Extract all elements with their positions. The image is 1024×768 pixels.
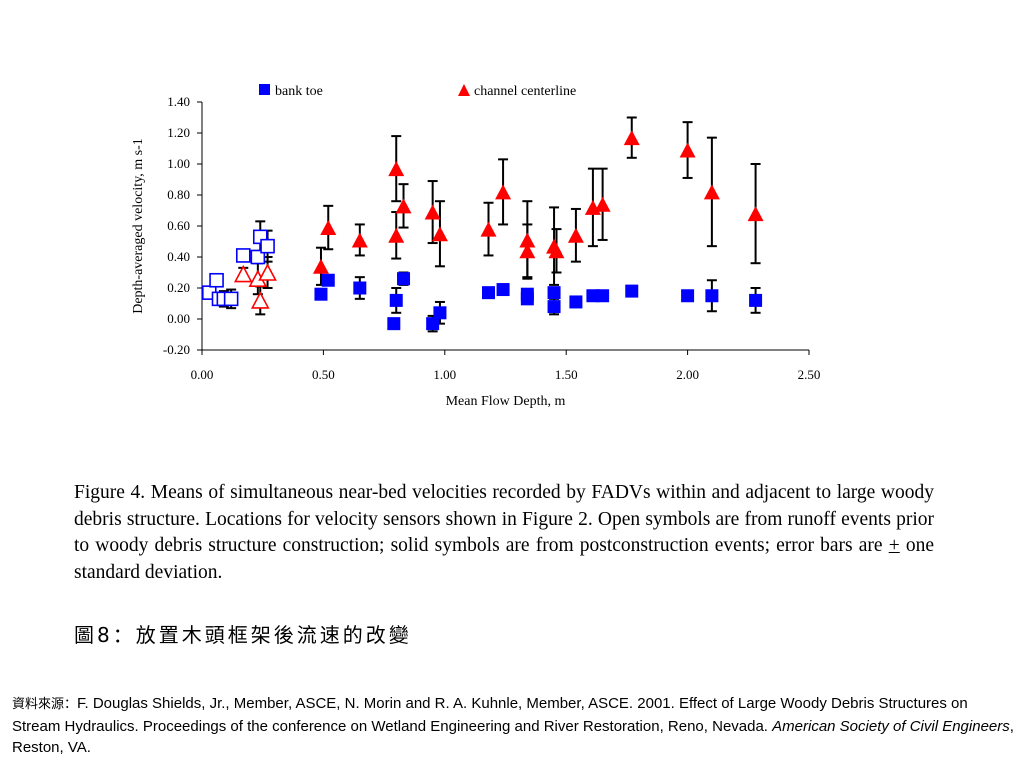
x-axis-label: Mean Flow Depth, m: [446, 394, 566, 409]
data-point-triangle-filled: [388, 161, 405, 177]
y-tick-label: 0.40: [167, 249, 190, 264]
y-tick-label: 0.60: [167, 218, 190, 233]
chart-axes: -0.200.000.200.400.600.801.001.201.400.0…: [163, 94, 820, 382]
data-point-square-filled: [433, 306, 447, 320]
data-point-triangle-open: [250, 291, 270, 309]
figure-caption: Figure 4. Means of simultaneous near-bed…: [74, 480, 934, 586]
data-point-triangle-filled: [424, 204, 441, 220]
caption-text: Figure 4. Means of simultaneous near-bed…: [74, 482, 934, 556]
y-tick-label: 0.00: [167, 311, 190, 326]
data-point-square-filled: [321, 273, 335, 287]
data-point-square-open: [250, 249, 266, 265]
chart-marks: [201, 116, 764, 333]
scatter-chart: -0.200.000.200.400.600.801.001.201.400.0…: [131, 84, 820, 409]
data-point-square-filled: [482, 286, 496, 300]
data-point-square-filled: [389, 293, 403, 307]
data-point-triangle-filled: [388, 227, 405, 243]
data-point-square-filled: [353, 281, 367, 295]
data-point-square-open: [260, 238, 275, 254]
data-point-triangle-filled: [679, 142, 696, 158]
x-tick-label: 2.50: [798, 367, 821, 382]
legend-marker-bank-toe: [259, 84, 270, 95]
data-point-triangle-filled: [480, 221, 497, 237]
data-point-triangle-filled: [431, 226, 448, 242]
chart-legend: bank toe channel centerline: [259, 84, 576, 99]
data-point-triangle-filled: [320, 220, 337, 236]
source-label: 資料來源：: [12, 697, 78, 712]
data-point-square-filled: [387, 317, 401, 331]
data-point-square-filled: [314, 287, 328, 301]
data-point-square-filled: [749, 293, 763, 307]
data-point-triangle-filled: [567, 227, 584, 243]
source-text: F. Douglas Shields, Jr., Member, ASCE, N…: [12, 695, 968, 735]
data-point-triangle-filled: [495, 184, 512, 200]
data-point-triangle-filled: [519, 232, 536, 248]
data-point-triangle-open: [233, 264, 253, 283]
x-tick-label: 0.50: [312, 367, 335, 382]
data-point-triangle-filled: [548, 243, 565, 259]
data-point-square-open: [235, 248, 251, 263]
y-tick-label: 0.20: [167, 280, 190, 295]
data-point-triangle-filled: [747, 206, 764, 222]
x-tick-label: 1.50: [555, 367, 578, 382]
x-tick-label: 1.00: [433, 367, 456, 382]
y-tick-label: 1.00: [167, 156, 190, 171]
data-point-square-filled: [520, 292, 534, 306]
legend-label-channel-centerline: channel centerline: [474, 84, 576, 99]
source-tail: , Reston, VA.: [12, 717, 1014, 757]
source-publisher: American Society of Civil Engineers: [772, 717, 1010, 735]
y-tick-label: 1.40: [167, 94, 190, 109]
data-point-square-filled: [681, 289, 695, 303]
data-point-triangle-filled: [594, 196, 611, 212]
data-point-square-filled: [547, 286, 561, 300]
legend-marker-channel-centerline: [458, 84, 470, 96]
data-point-square-filled: [397, 272, 411, 286]
data-point-triangle-filled: [312, 258, 329, 274]
data-point-square-open: [223, 291, 239, 307]
caption-text-end: one standard deviation.: [74, 535, 935, 583]
data-point-triangle-filled: [623, 130, 640, 146]
data-point-triangle-open: [258, 263, 277, 281]
x-tick-label: 2.00: [676, 367, 699, 382]
source-citation: 資料來源：F. Douglas Shields, Jr., Member, AS…: [12, 693, 1018, 759]
data-point-square-filled: [496, 283, 510, 297]
data-point-triangle-filled: [395, 198, 412, 214]
data-point-triangle-filled: [703, 184, 720, 200]
data-point-square-open: [209, 272, 224, 288]
data-point-square-filled: [569, 295, 583, 309]
data-point-triangle-filled: [351, 232, 368, 248]
y-tick-label: 1.20: [167, 125, 190, 140]
y-tick-label: 0.80: [167, 187, 190, 202]
data-point-square-filled: [705, 289, 719, 303]
data-point-square-filled: [547, 300, 561, 314]
data-point-square-filled: [625, 284, 639, 298]
data-point-square-filled: [426, 317, 440, 331]
legend-label-bank-toe: bank toe: [275, 84, 323, 99]
y-axis-label: Depth-averaged velocity, m s-1: [131, 138, 146, 314]
chinese-figure-title: 圖8：放置木頭框架後流速的改變: [74, 623, 412, 647]
y-tick-label: -0.20: [163, 342, 190, 357]
caption-plus-minus: +: [888, 535, 900, 556]
data-point-triangle-filled: [519, 243, 536, 259]
data-point-square-filled: [596, 289, 610, 303]
x-tick-label: 0.00: [191, 367, 214, 382]
